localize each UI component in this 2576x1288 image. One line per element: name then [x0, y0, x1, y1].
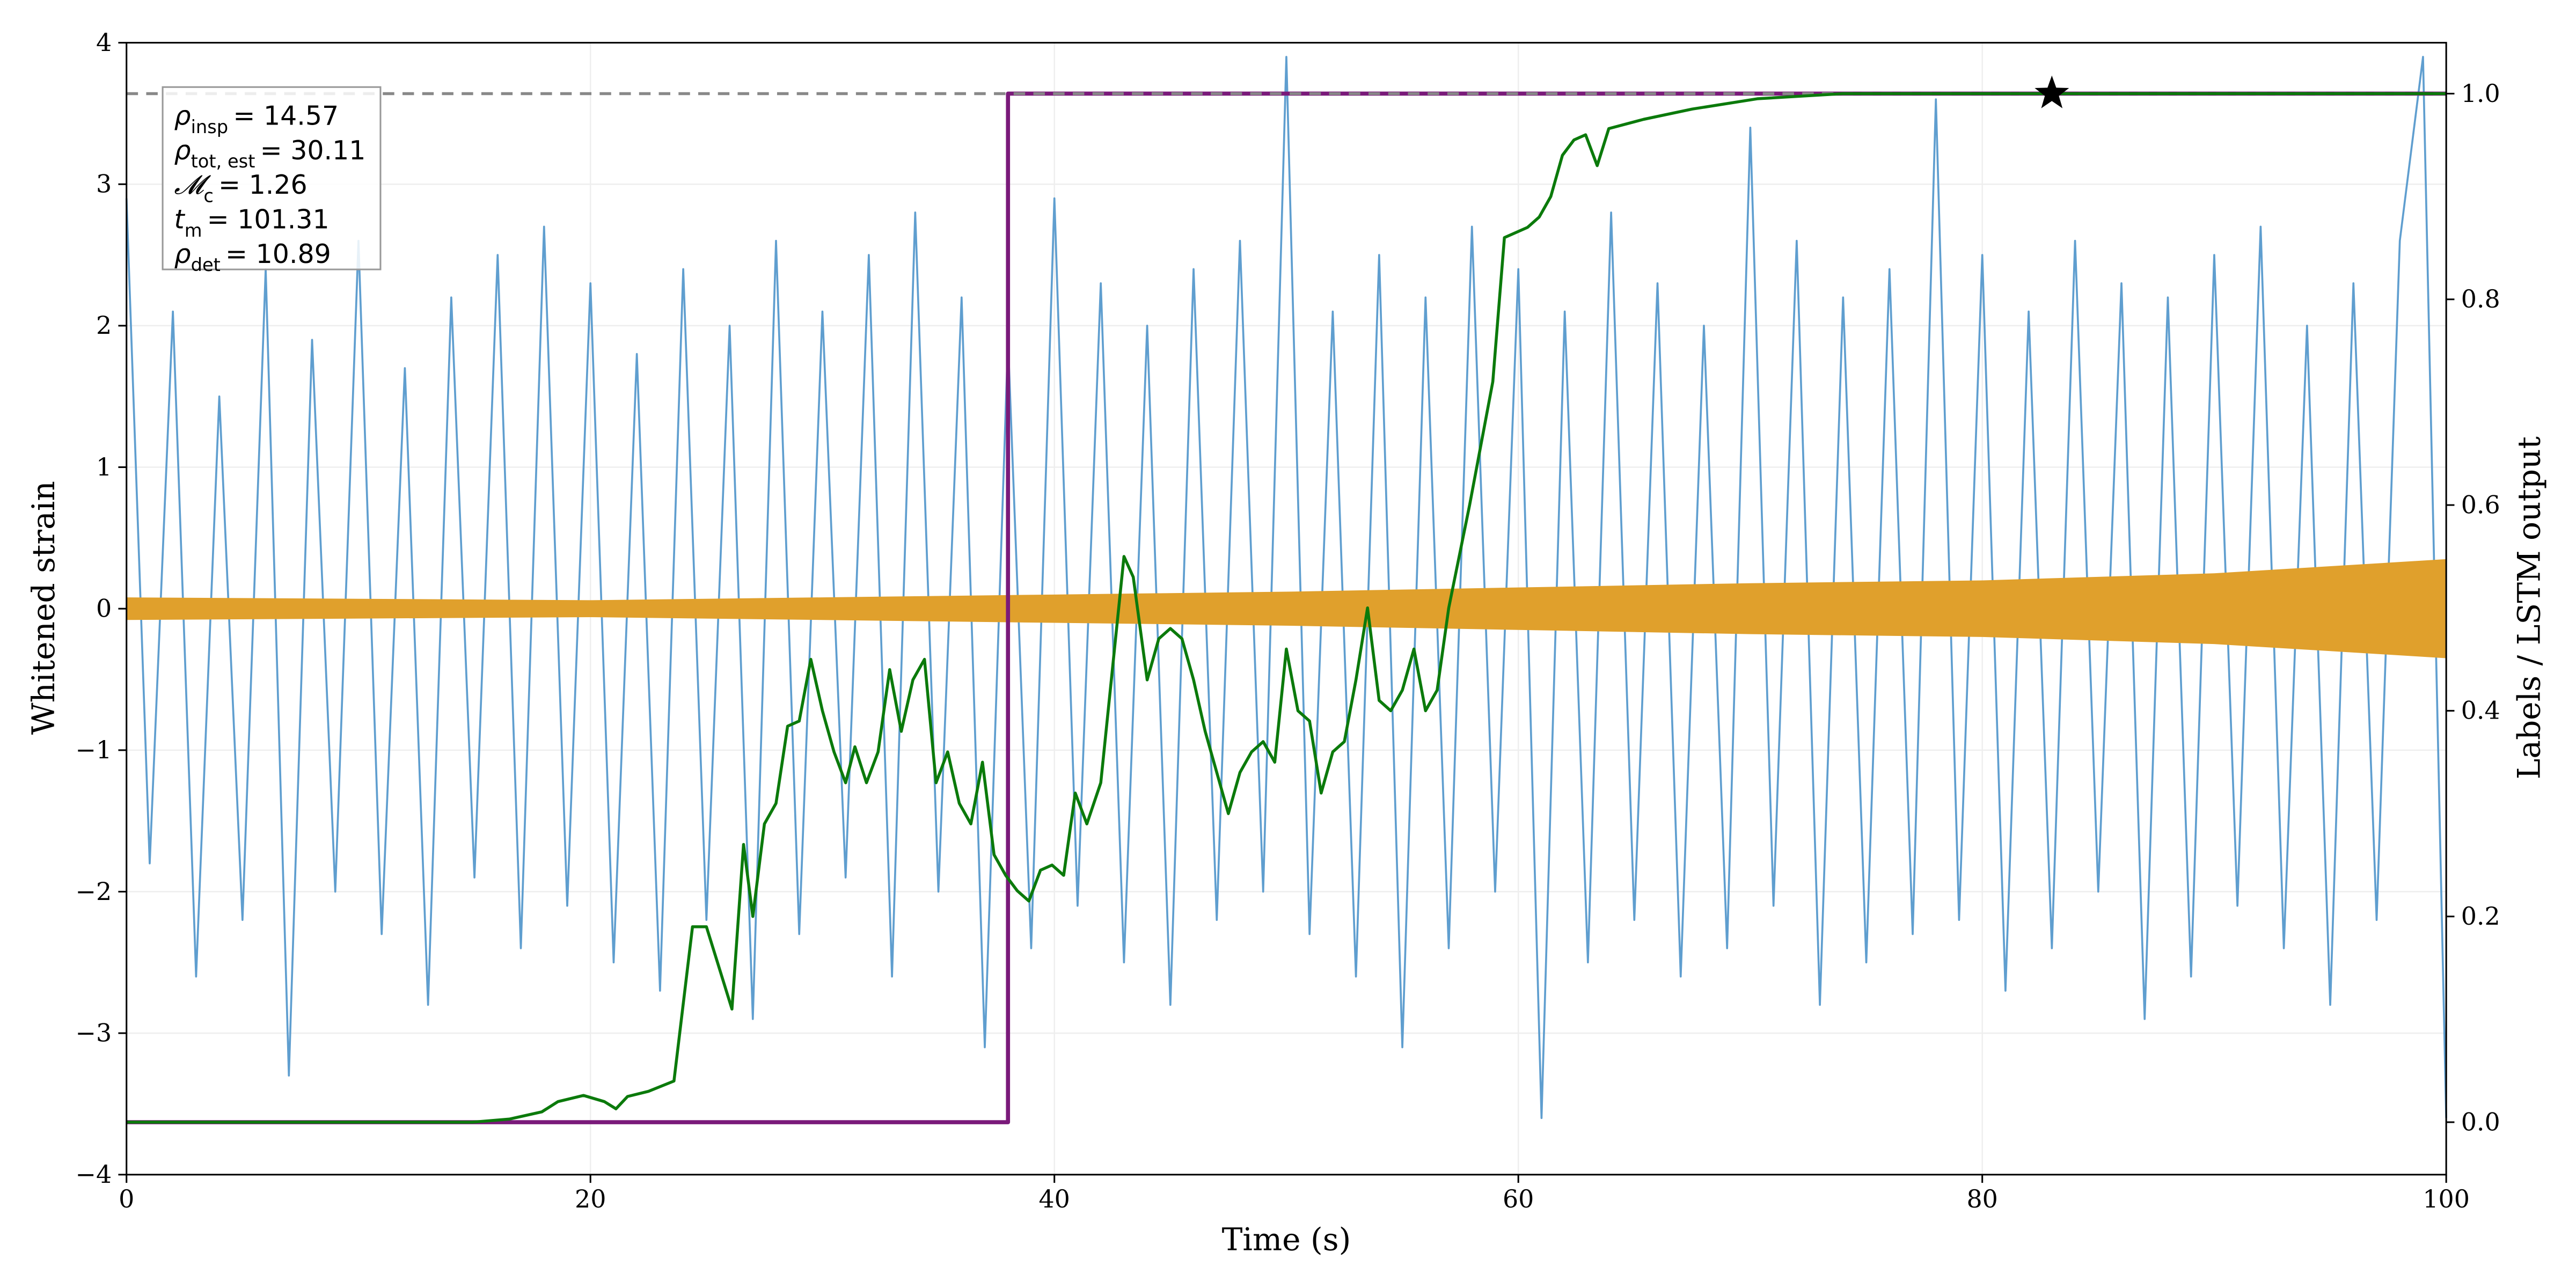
star-marker	[2035, 75, 2069, 108]
x-tick-label: 60	[1503, 1184, 1534, 1213]
y2-tick-label: 1.0	[2461, 79, 2500, 108]
annotation-subscript: c	[203, 186, 214, 207]
annotation-value: = 10.89	[225, 239, 331, 269]
annotation-value: = 1.26	[218, 170, 308, 200]
annotation-line: tm = 101.31	[174, 204, 329, 241]
x-axis-label: Time (s)	[1222, 1221, 1351, 1258]
y2-axis-label: Labels / LSTM output	[2511, 436, 2548, 779]
annotation-value: = 14.57	[233, 101, 339, 131]
annotation-subscript: tot, est	[191, 151, 255, 172]
y-tick-label: −4	[75, 1160, 112, 1189]
annotation-symbol: ρ	[174, 101, 191, 131]
annotation-line: ρdet = 10.89	[174, 239, 331, 275]
annotation-line: 𝓜c = 1.26	[174, 170, 307, 206]
x-tick-label: 100	[2423, 1184, 2470, 1213]
plot	[125, 56, 2447, 1124]
x-tick-label: 40	[1038, 1184, 1070, 1213]
annotation-value: = 101.31	[207, 204, 330, 235]
y2-tick-label: 0.8	[2461, 284, 2500, 313]
series-line	[125, 56, 2447, 1119]
y2-tick-label: 0.2	[2461, 902, 2500, 931]
y2-tick-label: 0.4	[2461, 696, 2500, 725]
y-tick-label: −2	[75, 877, 112, 906]
y2-tick-label: 0.6	[2461, 490, 2500, 519]
annotation-subscript: det	[191, 254, 221, 275]
x-tick-label: 80	[1966, 1184, 1997, 1213]
annotation-symbol: ρ	[174, 239, 191, 269]
x-tick-label: 20	[575, 1184, 606, 1213]
plot-frame	[126, 42, 2447, 1176]
y-tick-label: 4	[96, 28, 112, 57]
y-tick-label: 2	[96, 311, 112, 340]
y-tick-label: 1	[96, 452, 112, 481]
annotation-subscript: m	[185, 220, 202, 241]
y-tick-label: −1	[75, 735, 112, 764]
annotation-symbol: t	[174, 204, 185, 235]
series-line	[126, 92, 2447, 1124]
y-axis-label: Whitened strain	[25, 481, 62, 735]
annotation-subscript: insp	[191, 116, 229, 137]
y-tick-label: 3	[96, 170, 112, 199]
annotation-line: ρinsp = 14.57	[174, 101, 339, 137]
x-tick-label: 0	[119, 1184, 134, 1213]
annotation-line: ρtot, est = 30.11	[174, 135, 365, 172]
annotation-value: = 30.11	[260, 135, 366, 166]
annotation-frame	[162, 86, 382, 270]
y-tick-label: −3	[75, 1018, 112, 1047]
y2-tick-label: 0.0	[2461, 1107, 2500, 1136]
signal-band	[126, 559, 2447, 658]
annotation-symbol: ρ	[174, 135, 191, 166]
y-tick-label: 0	[96, 594, 112, 623]
